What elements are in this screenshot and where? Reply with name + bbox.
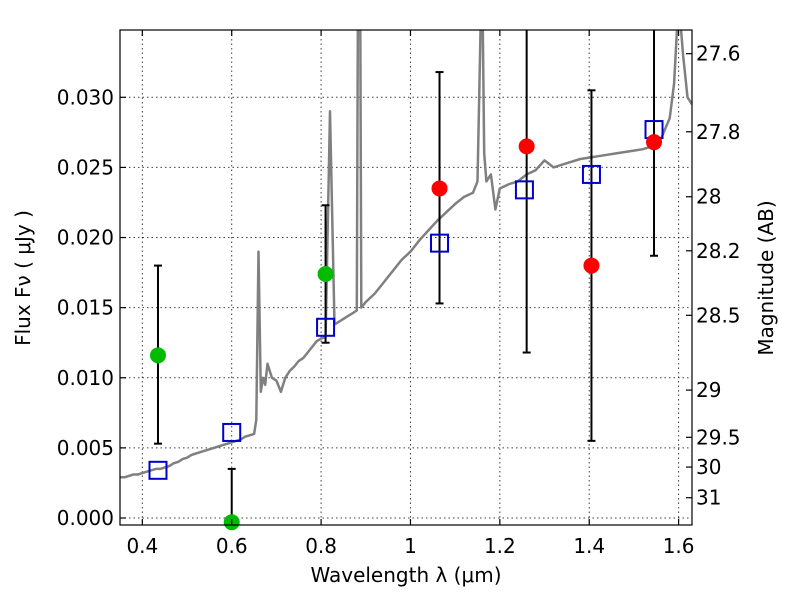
y2-tick-label: 29.5	[696, 425, 741, 449]
grid-lines	[120, 30, 692, 525]
y2-tick-label: 27.8	[696, 120, 741, 144]
model-spectrum	[120, 30, 692, 479]
y2-tick-label: 28.2	[696, 239, 741, 263]
observed-flux-point-red	[518, 138, 535, 155]
y-tick-label: 0.030	[57, 85, 114, 109]
y2-tick-label: 27.6	[696, 42, 741, 66]
plot-frame	[119, 29, 693, 526]
model-photometry-square	[581, 164, 601, 184]
model-photometry-square	[222, 422, 242, 442]
observed-flux-point-red	[646, 134, 663, 151]
y2-axis-label: Magnitude (AB)	[754, 200, 778, 355]
model-photometry-square	[316, 317, 336, 337]
y-tick-label: 0.000	[57, 506, 114, 530]
observed-flux-point-red	[431, 180, 448, 197]
model-spectrum-line	[120, 30, 692, 479]
y2-tick-label: 31	[696, 486, 721, 510]
axis-ticks: 0.4 0.6 0.8 1 1.2 1.4 1.6 0.000 0.005 0.010 0.015 0…	[57, 30, 741, 558]
y2-tick-label: 30	[696, 455, 721, 479]
y-tick-label: 0.020	[57, 226, 114, 250]
y-axis-label: Flux Fν ( μJy )	[11, 210, 35, 346]
observed-flux-point-green	[317, 265, 334, 282]
y2-tick-label: 28	[696, 185, 721, 209]
model-photometry-square	[148, 460, 168, 480]
y-tick-label: 0.015	[57, 296, 114, 320]
x-tick-label: 1.2	[484, 534, 516, 558]
observed-flux-point-green	[149, 347, 166, 364]
y-tick-label: 0.025	[57, 155, 114, 179]
x-tick-label: 0.8	[305, 534, 337, 558]
model-photometry-square	[514, 180, 534, 200]
plot-background	[120, 30, 692, 525]
x-axis-label: Wavelength λ (μm)	[310, 563, 501, 587]
x-tick-label: 0.6	[216, 534, 248, 558]
x-tick-label: 1	[404, 534, 417, 558]
y-tick-label: 0.005	[57, 436, 114, 460]
observed-flux-point-red	[583, 257, 600, 274]
model-photometry-square	[430, 233, 450, 253]
x-tick-label: 1.6	[663, 534, 695, 558]
y2-tick-label: 29	[696, 378, 721, 402]
x-tick-label: 0.4	[126, 534, 158, 558]
x-tick-label: 1.4	[573, 534, 605, 558]
y-tick-label: 0.010	[57, 366, 114, 390]
y2-tick-label: 28.5	[696, 303, 741, 327]
